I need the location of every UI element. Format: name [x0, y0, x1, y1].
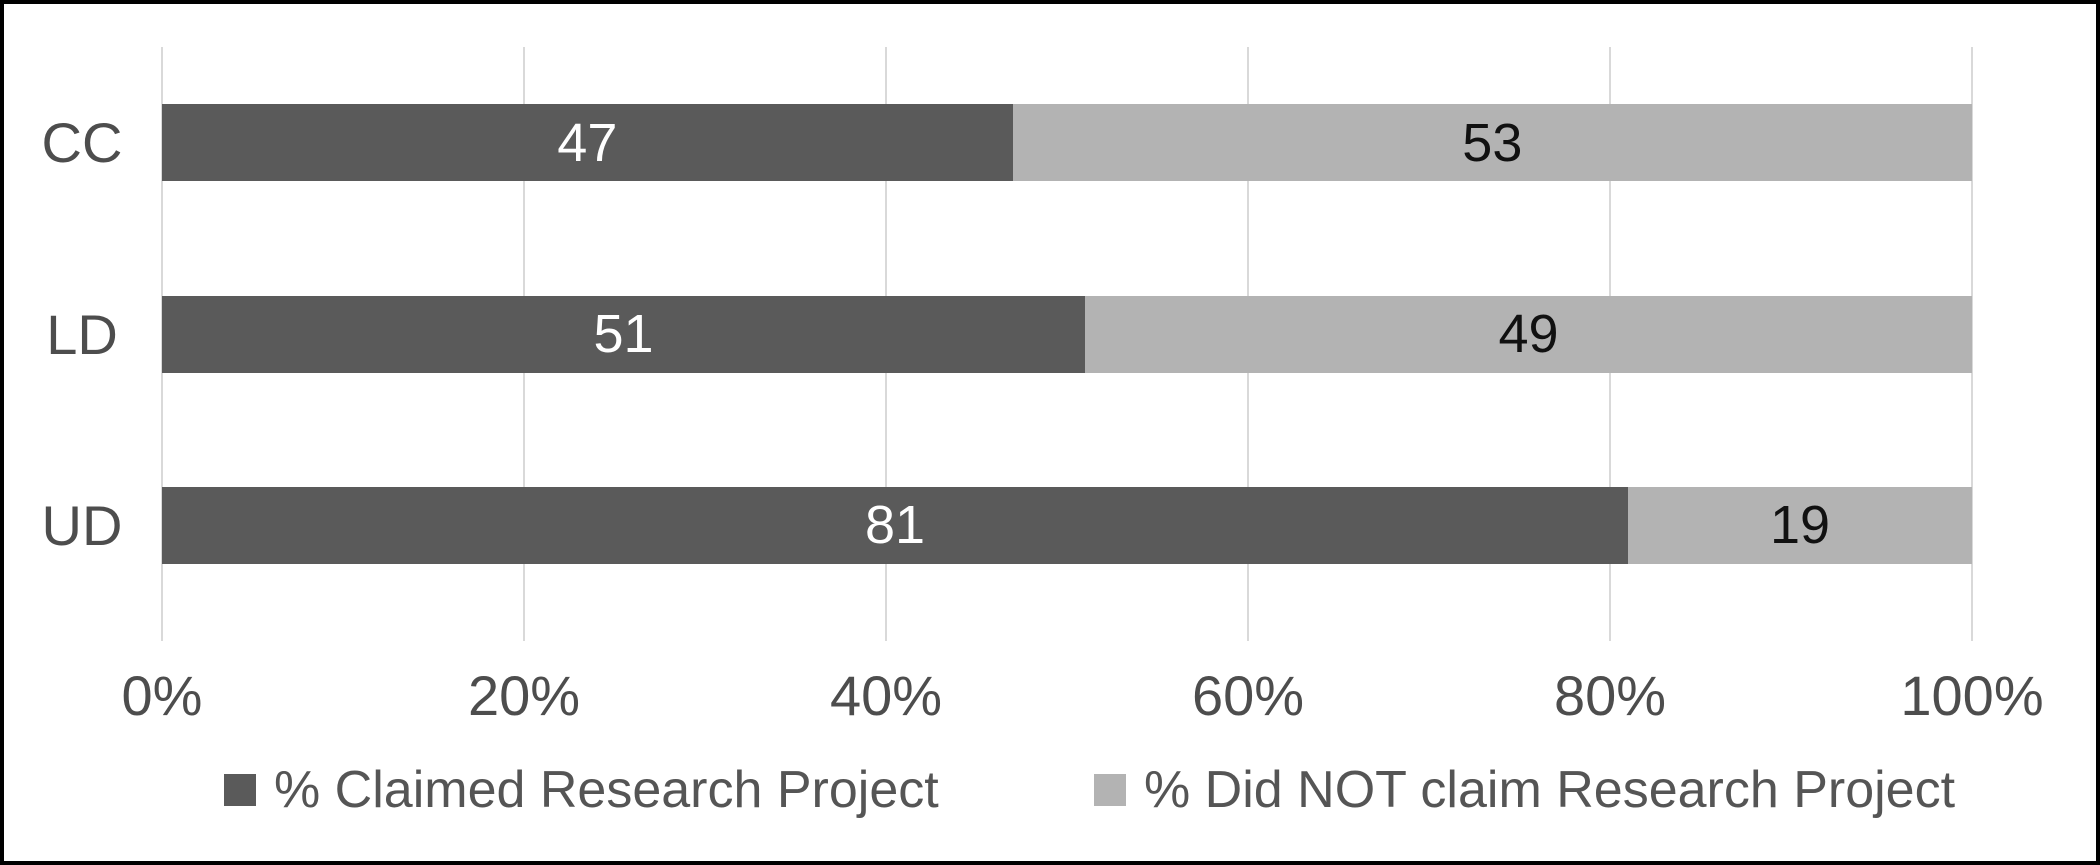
- category-label: UD: [41, 493, 123, 557]
- legend-swatch-icon: [224, 774, 256, 806]
- x-axis-tick-label: 40%: [829, 664, 943, 727]
- legend-item-not-claimed: % Did NOT claim Research Project: [1094, 760, 1955, 820]
- data-label: 81: [865, 495, 926, 556]
- bar-segment-claimed: 51: [162, 295, 1086, 373]
- bar-segment-claimed: 81: [162, 486, 1629, 564]
- axis-tick-mark: [523, 621, 525, 641]
- x-axis-tick-label: 0%: [121, 664, 203, 727]
- bar-row: 81 19: [162, 486, 1972, 564]
- bar-row: 47 53: [162, 104, 1972, 182]
- x-axis-tick-label: 60%: [1191, 664, 1305, 727]
- data-label: 51: [593, 304, 654, 364]
- plot-area: 0% 20% 40% 60% 80% 100% CC 47 53 LD 51 49 UD 81 19: [42, 47, 2044, 724]
- legend-swatch-icon: [1094, 774, 1126, 806]
- data-label: 19: [1770, 495, 1831, 556]
- x-axis-tick-label: 80%: [1553, 664, 1667, 727]
- axis-tick-mark: [1247, 621, 1249, 641]
- data-label: 53: [1462, 112, 1523, 173]
- bar-segment-not-claimed: 53: [1012, 104, 1972, 182]
- bar-segment-not-claimed: 49: [1085, 295, 1972, 373]
- legend-label: % Claimed Research Project: [274, 761, 939, 819]
- category-label: CC: [41, 111, 123, 175]
- bar-segment-claimed: 47: [162, 104, 1013, 182]
- bar-row: 51 49: [162, 295, 1972, 373]
- x-axis-tick-label: 20%: [467, 664, 581, 727]
- category-label: LD: [46, 302, 118, 366]
- gridline: [1971, 47, 1973, 621]
- legend-item-claimed: % Claimed Research Project: [224, 760, 939, 820]
- x-axis-tick-label: 100%: [1900, 664, 2044, 727]
- axis-tick-mark: [885, 621, 887, 641]
- data-label: 47: [557, 112, 618, 173]
- axis-tick-mark: [1609, 621, 1611, 641]
- data-label: 49: [1498, 304, 1559, 364]
- axis-tick-mark: [161, 621, 163, 641]
- axis-tick-mark: [1971, 621, 1973, 641]
- bar-segment-not-claimed: 19: [1628, 486, 1972, 564]
- legend-label: % Did NOT claim Research Project: [1144, 761, 1956, 819]
